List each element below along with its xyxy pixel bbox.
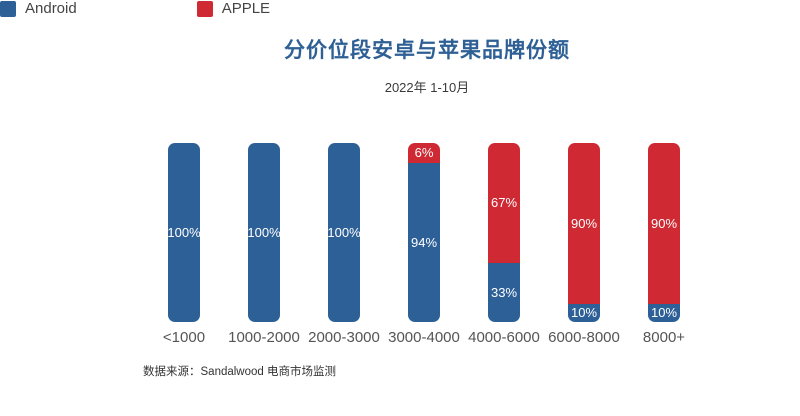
- stacked-bar-chart: 100% <1000 100% 1000-2000 100% 2000-3000 6% 94%…: [144, 143, 704, 346]
- bar-column: 6% 94% 3000-4000: [384, 143, 464, 346]
- value-label-apple: 90%: [570, 215, 598, 231]
- chart-title: 分价位段安卓与苹果品牌份额: [284, 39, 570, 62]
- value-label-android: 33%: [490, 284, 518, 300]
- legend-label: APPLE: [221, 0, 271, 17]
- bar-segment-android: [328, 143, 360, 322]
- value-label-android: 10%: [650, 305, 678, 320]
- bar-stack: [568, 143, 600, 322]
- bar-column: 100% 1000-2000: [224, 143, 304, 346]
- value-label-android: 100%: [167, 224, 201, 240]
- bar-column: 100% <1000: [144, 143, 224, 346]
- bar-stack: [648, 143, 680, 322]
- legend-label: Android: [25, 0, 77, 17]
- legend: Android APPLE: [0, 0, 800, 17]
- bar-column: 90% 10% 6000-8000: [544, 143, 624, 346]
- bar-segment-apple: [408, 143, 440, 163]
- bar-segment-android: [488, 263, 520, 322]
- legend-swatch-android: [0, 0, 16, 17]
- legend-item-android: Android: [0, 0, 77, 17]
- legend-item-apple: APPLE: [196, 0, 271, 17]
- value-label-android: 10%: [570, 305, 598, 320]
- bar-segment-apple: [488, 143, 520, 263]
- category-label: 6000-8000: [548, 329, 620, 346]
- bar-stack: [168, 143, 200, 322]
- bar-stack: [328, 143, 360, 322]
- category-label: 2000-3000: [308, 329, 380, 346]
- bar-stack: [408, 143, 440, 322]
- bar-column: 90% 10% 8000+: [624, 143, 704, 346]
- chart-subtitle: 2022年 1-10月: [384, 80, 470, 95]
- category-label: <1000: [162, 329, 206, 346]
- bar-stack: [248, 143, 280, 322]
- bar-segment-android: [248, 143, 280, 322]
- category-label: 1000-2000: [228, 329, 300, 346]
- category-label: 8000+: [642, 329, 686, 346]
- value-label-android: 100%: [327, 224, 361, 240]
- bar-stack: [488, 143, 520, 322]
- value-label-android: 94%: [410, 234, 438, 250]
- bar-segment-android: [168, 143, 200, 322]
- bar-segment-android: [568, 304, 600, 322]
- bar-column: 67% 33% 4000-6000: [464, 143, 544, 346]
- bar-segment-android: [408, 163, 440, 322]
- category-label: 4000-6000: [468, 329, 540, 346]
- value-label-android: 100%: [247, 224, 281, 240]
- bar-segment-apple: [648, 143, 680, 304]
- category-label: 3000-4000: [388, 329, 460, 346]
- value-label-apple: 6%: [414, 145, 434, 160]
- bar-segment-android: [648, 304, 680, 322]
- bar-segment-apple: [568, 143, 600, 304]
- legend-swatch-apple: [196, 0, 213, 17]
- source-note: 数据来源：Sandalwood 电商市场监测: [143, 366, 336, 378]
- value-label-apple: 67%: [490, 195, 518, 210]
- value-label-apple: 90%: [650, 215, 678, 231]
- bar-column: 100% 2000-3000: [304, 143, 384, 346]
